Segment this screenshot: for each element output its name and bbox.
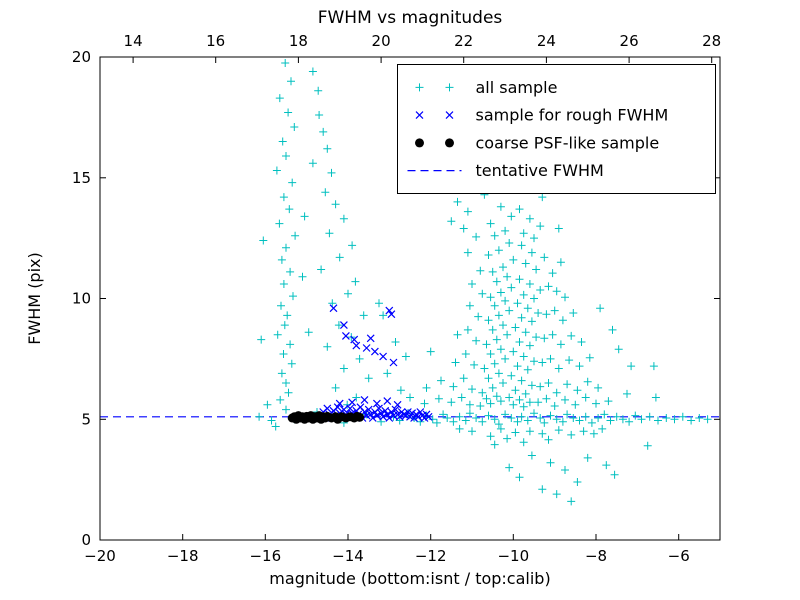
svg-text:24: 24 (537, 32, 556, 50)
svg-text:15: 15 (72, 169, 91, 187)
legend: all sample sample for rough FWHM coarse PS… (397, 64, 716, 194)
svg-text:coarse PSF-like sample: coarse PSF-like sample (476, 133, 660, 152)
svg-text:all sample: all sample (476, 78, 558, 97)
svg-text:14: 14 (124, 32, 143, 50)
svg-text:−10: −10 (497, 547, 529, 565)
svg-text:−18: −18 (167, 547, 199, 565)
y-axis: 0 5 10 15 20 (72, 48, 720, 549)
svg-text:−6: −6 (668, 547, 690, 565)
svg-text:−20: −20 (84, 547, 116, 565)
svg-text:20: 20 (372, 32, 391, 50)
svg-text:0: 0 (81, 531, 91, 549)
svg-text:5: 5 (81, 410, 91, 428)
series-coarse-psf-like-sample (287, 411, 365, 424)
x-axis-top: 14 16 18 20 22 24 26 28 (124, 32, 721, 63)
svg-text:28: 28 (702, 32, 721, 50)
svg-text:10: 10 (72, 290, 91, 308)
chart-title: FWHM vs magnitudes (318, 8, 503, 28)
svg-text:−16: −16 (249, 547, 281, 565)
svg-text:20: 20 (72, 48, 91, 66)
svg-text:22: 22 (454, 32, 473, 50)
svg-text:18: 18 (289, 32, 308, 50)
x-axis-bottom: −20 −18 −16 −14 −12 −10 −8 −6 (84, 534, 690, 565)
x-axis-label: magnitude (bottom:isnt / top:calib) (269, 569, 550, 588)
y-axis-label: FWHM (pix) (25, 252, 44, 345)
svg-text:−14: −14 (332, 547, 364, 565)
svg-text:−8: −8 (585, 547, 607, 565)
svg-text:26: 26 (620, 32, 639, 50)
svg-text:tentative FWHM: tentative FWHM (476, 161, 604, 180)
series-all-sample (255, 59, 712, 506)
svg-text:sample for rough FWHM: sample for rough FWHM (476, 106, 669, 125)
svg-text:−12: −12 (415, 547, 447, 565)
svg-text:16: 16 (206, 32, 225, 50)
